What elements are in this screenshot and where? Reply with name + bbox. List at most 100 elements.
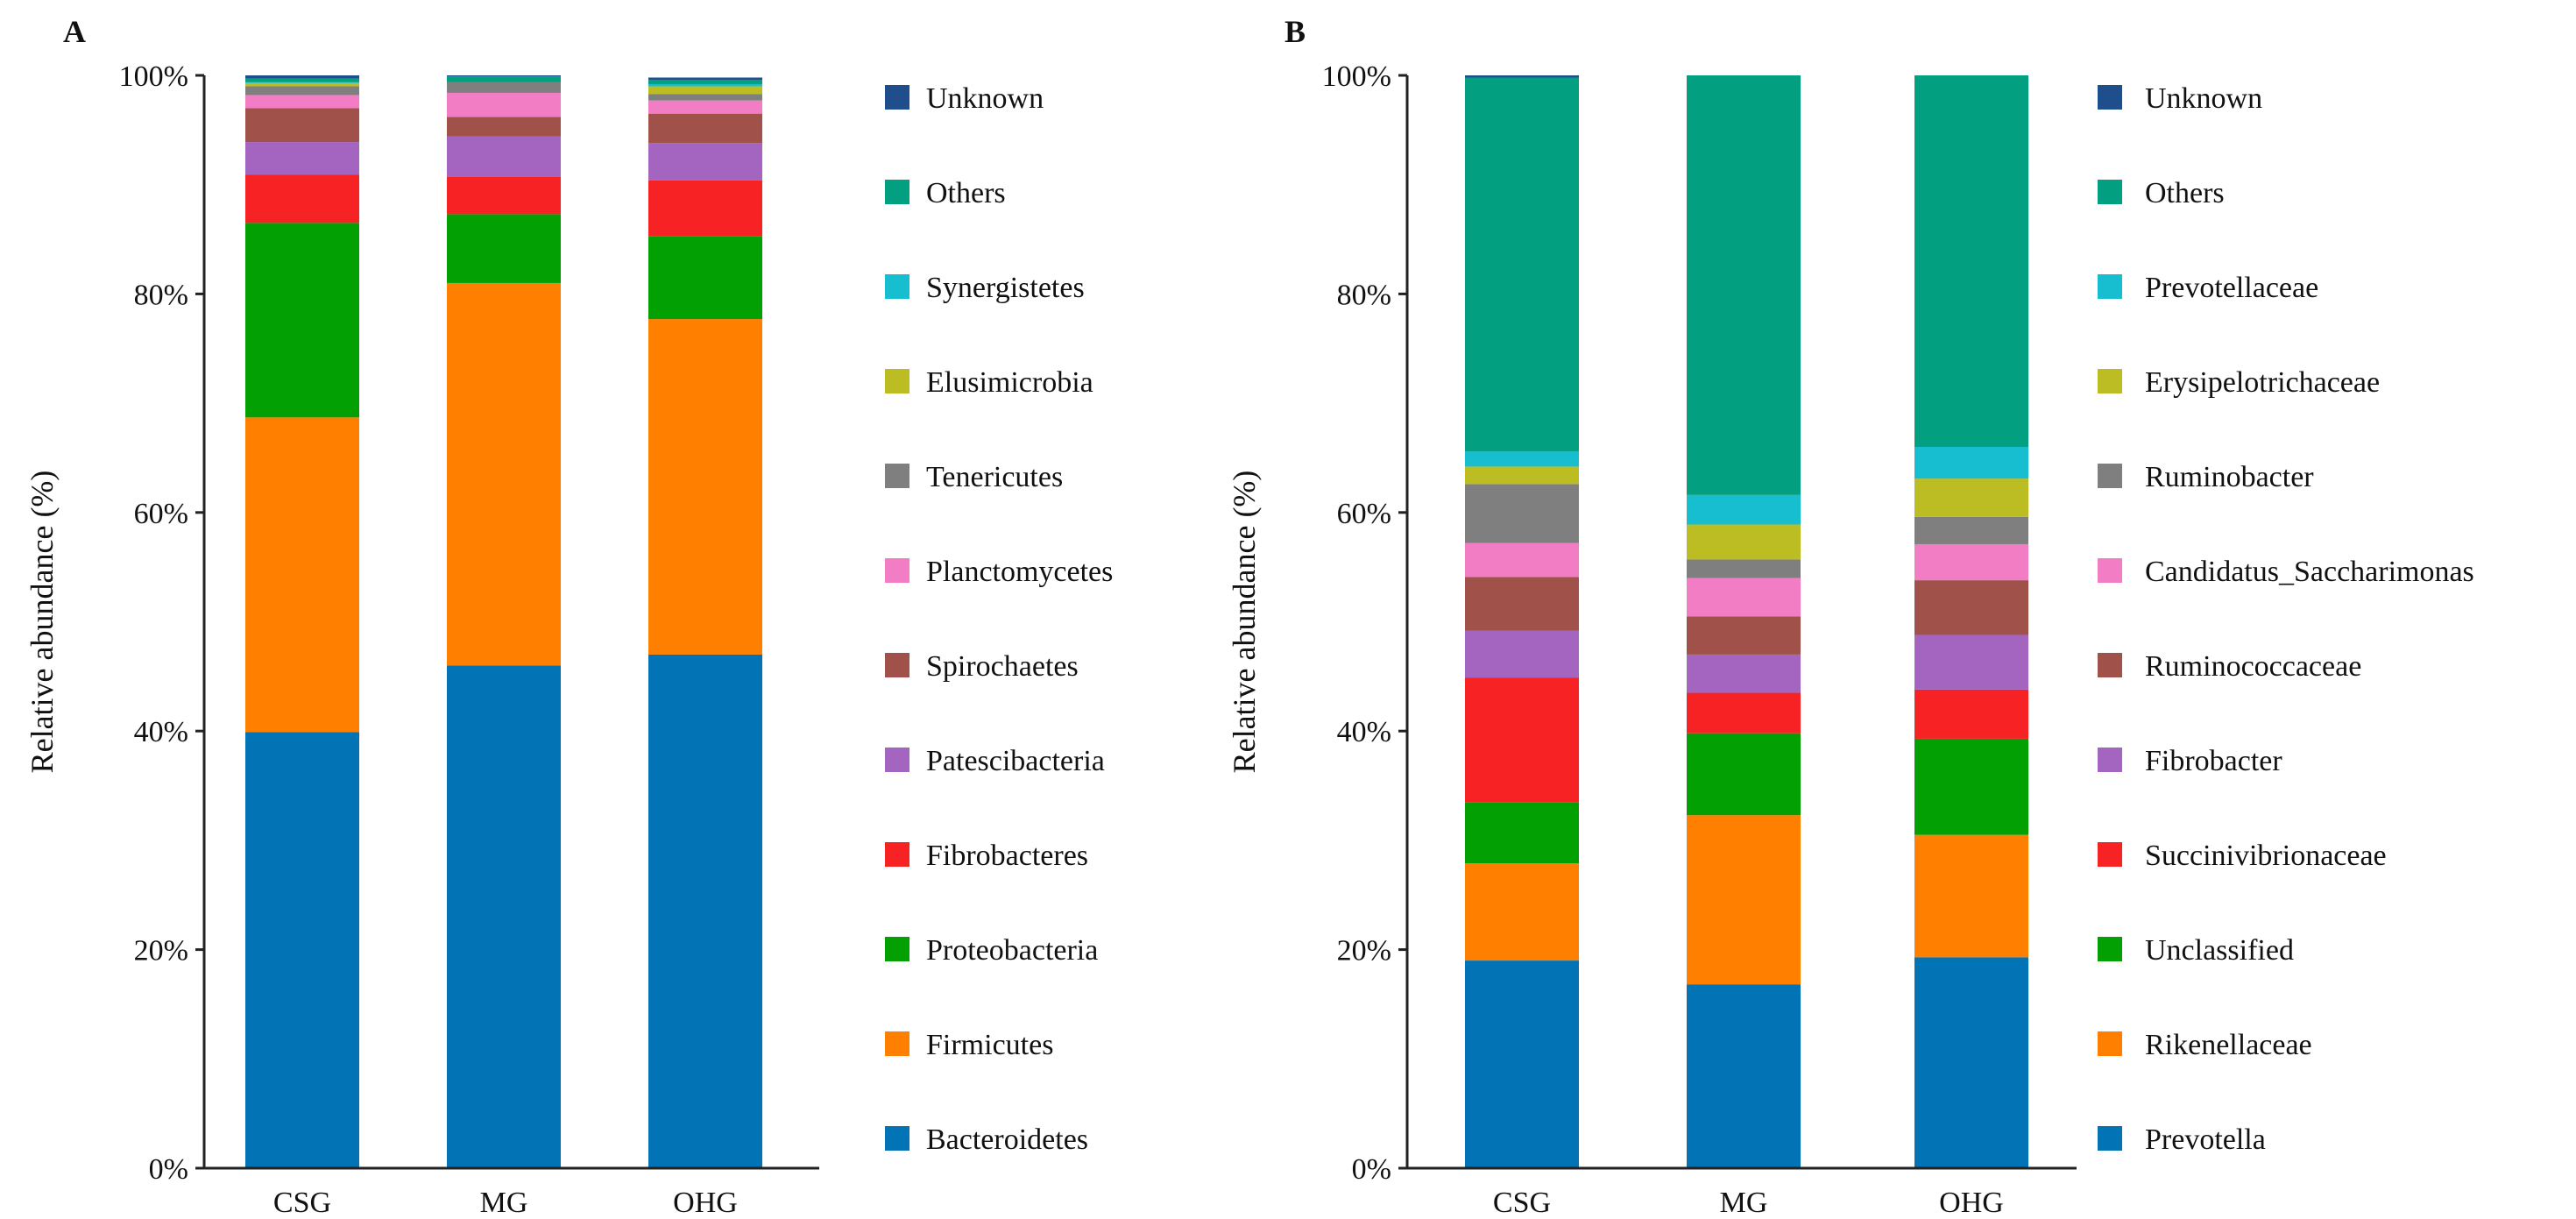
- bar-segment-ohg-unknown: [648, 77, 762, 80]
- legend-swatch-elusimicrobia: [885, 369, 909, 393]
- bar-segment-mg-unclassified: [1687, 733, 1801, 816]
- bar-segment-ohg-ruminobacter: [1914, 516, 2028, 544]
- legend-swatch-bacteroidetes: [885, 1126, 909, 1151]
- bar-segment-mg-prevotellaceae: [1687, 494, 1801, 525]
- panel-b-label: B: [1284, 14, 1306, 49]
- y-tick-label: 60%: [1337, 498, 1391, 530]
- y-tick-label: 20%: [1337, 935, 1391, 967]
- legend-label-tenericutes: Tenericutes: [926, 461, 1063, 493]
- legend-swatch-firmicutes: [885, 1031, 909, 1056]
- bar-segment-mg-tenericutes: [447, 82, 561, 93]
- bar-segment-csg-erysipelotrichaceae: [1465, 466, 1579, 485]
- legend-swatch-unknown: [2098, 85, 2122, 110]
- legend-swatch-patescibacteria: [885, 748, 909, 772]
- bar-segment-mg-fibrobacter: [1687, 654, 1801, 693]
- y-tick-label: 20%: [134, 935, 188, 967]
- bar-segment-ohg-planctomycetes: [648, 100, 762, 114]
- legend-label-spirochaetes: Spirochaetes: [926, 650, 1079, 683]
- bar-segment-ohg-ruminococcaceae: [1914, 580, 2028, 635]
- bar-segment-mg-erysipelotrichaceae: [1687, 524, 1801, 560]
- y-tick-label: 80%: [1337, 279, 1391, 311]
- bar-segment-csg-candidatus-saccharimonas: [1465, 542, 1579, 578]
- bar-segment-ohg-fibrobacteres: [648, 180, 762, 237]
- bar-segment-ohg-elusimicrobia: [648, 86, 762, 95]
- bar-segment-mg-others: [1687, 75, 1801, 495]
- y-axis-title: Relative abundance (%): [25, 471, 60, 774]
- legend-label-others: Others: [926, 177, 1006, 209]
- bar-segment-mg-patescibacteria: [447, 136, 561, 177]
- bar-segment-mg-ruminococcaceae: [1687, 616, 1801, 655]
- legend-swatch-rikenellaceae: [2098, 1031, 2122, 1056]
- bar-segment-csg-unknown: [245, 75, 359, 79]
- legend-swatch-candidatus-saccharimonas: [2098, 558, 2122, 583]
- bar-segment-ohg-succinivibrionaceae: [1914, 689, 2028, 739]
- legend-swatch-unknown: [885, 85, 909, 110]
- legend-label-succinivibrionaceae: Succinivibrionaceae: [2145, 840, 2387, 872]
- bar-segment-ohg-fibrobacter: [1914, 634, 2028, 690]
- bar-segment-mg-bacteroidetes: [447, 665, 561, 1168]
- bar-segment-ohg-spirochaetes: [648, 113, 762, 144]
- bar-segment-ohg-others: [648, 79, 762, 84]
- legend-label-patescibacteria: Patescibacteria: [926, 745, 1105, 777]
- bar-segment-ohg-proteobacteria: [648, 236, 762, 320]
- bar-segment-mg-proteobacteria: [447, 214, 561, 283]
- bar-segment-csg-tenericutes: [245, 86, 359, 96]
- legend-swatch-succinivibrionaceae: [2098, 842, 2122, 867]
- y-axis-title: Relative abundance (%): [1227, 471, 1262, 774]
- legend-swatch-synergistetes: [885, 274, 909, 299]
- x-tick-label-mg: MG: [1720, 1187, 1768, 1219]
- x-tick-label-csg: CSG: [1493, 1187, 1551, 1219]
- legend-swatch-proteobacteria: [885, 937, 909, 961]
- legend-swatch-spirochaetes: [885, 653, 909, 677]
- legend-label-ruminobacter: Ruminobacter: [2145, 461, 2314, 493]
- legend-swatch-prevotella: [2098, 1126, 2122, 1151]
- y-tick-label: 40%: [134, 716, 188, 748]
- legend-label-fibrobacter: Fibrobacter: [2145, 745, 2282, 777]
- bar-segment-mg-candidatus-saccharimonas: [1687, 578, 1801, 617]
- bar-segment-mg-unknown: [447, 75, 561, 77]
- bar-segment-ohg-firmicutes: [648, 319, 762, 655]
- legend-swatch-fibrobacteres: [885, 842, 909, 867]
- legend-swatch-others: [2098, 180, 2122, 204]
- legend-swatch-planctomycetes: [885, 558, 909, 583]
- y-tick-label: 100%: [1322, 60, 1391, 93]
- bar-segment-mg-others: [447, 76, 561, 82]
- legend-label-ruminococcaceae: Ruminococcaceae: [2145, 650, 2361, 683]
- legend-label-unknown: Unknown: [2145, 82, 2262, 115]
- legend-label-bacteroidetes: Bacteroidetes: [926, 1123, 1088, 1156]
- x-tick-label-ohg: OHG: [1939, 1187, 2004, 1219]
- bar-segment-mg-spirochaetes: [447, 117, 561, 137]
- bar-segment-csg-firmicutes: [245, 417, 359, 733]
- bar-segment-mg-rikenellaceae: [1687, 815, 1801, 985]
- bar-segment-csg-rikenellaceae: [1465, 863, 1579, 961]
- panel-b-chart: B CSG MG OHG 0% 20% 40% 60% 80% 100% Relative abun…: [1227, 14, 2474, 1219]
- legend-label-rikenellaceae: Rikenellaceae: [2145, 1029, 2312, 1061]
- bar-segment-ohg-synergistetes: [648, 83, 762, 87]
- bar-segment-ohg-candidatus-saccharimonas: [1914, 543, 2028, 581]
- bar-segment-mg-succinivibrionaceae: [1687, 692, 1801, 734]
- bar-segment-csg-others: [1465, 77, 1579, 451]
- bar-segment-csg-succinivibrionaceae: [1465, 677, 1579, 803]
- bar-segment-csg-patescibacteria: [245, 142, 359, 175]
- bar-segment-csg-unclassified: [1465, 802, 1579, 864]
- bar-segment-csg-ruminococcaceae: [1465, 577, 1579, 631]
- legend-label-others: Others: [2145, 177, 2225, 209]
- x-tick-label-csg: CSG: [273, 1187, 331, 1219]
- legend-swatch-erysipelotrichaceae: [2098, 369, 2122, 393]
- bar-segment-csg-prevotella: [1465, 960, 1579, 1168]
- bar-segment-csg-planctomycetes: [245, 95, 359, 109]
- bar-segment-csg-prevotellaceae: [1465, 450, 1579, 467]
- legend-swatch-tenericutes: [885, 464, 909, 488]
- bar-segment-csg-fibrobacter: [1465, 630, 1579, 678]
- bar-segment-ohg-others: [1914, 75, 2028, 447]
- legend-label-proteobacteria: Proteobacteria: [926, 934, 1098, 967]
- bar-segment-ohg-prevotellaceae: [1914, 446, 2028, 479]
- bar-segment-csg-elusimicrobia: [245, 82, 359, 87]
- bar-segment-mg-fibrobacteres: [447, 176, 561, 215]
- y-tick-label: 0%: [149, 1153, 188, 1186]
- x-tick-label-ohg: OHG: [673, 1187, 738, 1219]
- bar-segment-ohg-bacteroidetes: [648, 654, 762, 1168]
- y-tick-label: 80%: [134, 279, 188, 311]
- bar-segment-csg-spirochaetes: [245, 108, 359, 143]
